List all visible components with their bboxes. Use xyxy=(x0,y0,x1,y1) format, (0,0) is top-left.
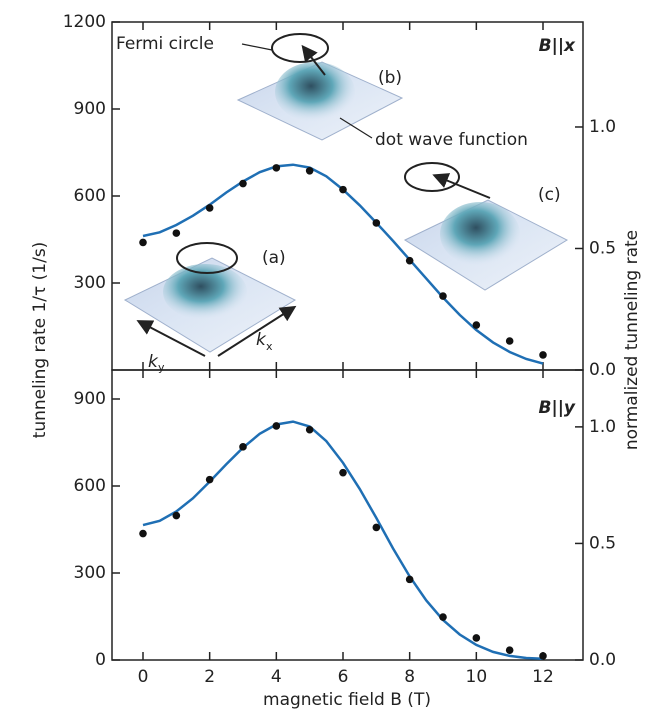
y-tick-label: 600 xyxy=(74,476,106,496)
data-point xyxy=(539,652,547,660)
annotation: k xyxy=(148,352,159,372)
y-tick-label: 900 xyxy=(74,389,106,409)
y2-tick-label: 1.0 xyxy=(589,117,616,137)
data-point xyxy=(139,238,147,247)
data-point xyxy=(472,634,481,642)
data-point xyxy=(272,422,281,430)
data-point xyxy=(439,292,447,300)
y2-tick-label: 0.0 xyxy=(589,650,616,670)
data-point xyxy=(205,204,214,212)
x-tick-label: 4 xyxy=(271,667,282,687)
x-tick-label: 2 xyxy=(204,667,215,687)
x-tick-label: 8 xyxy=(404,667,415,687)
data-point xyxy=(239,179,247,188)
data-point xyxy=(305,166,314,175)
x-tick-label: 12 xyxy=(532,667,554,687)
data-point xyxy=(372,219,381,227)
annotation: Fermi circle xyxy=(116,34,214,54)
data-point xyxy=(405,575,414,584)
y2-tick-label: 0.5 xyxy=(589,533,616,553)
y2-tick-label: 0.0 xyxy=(589,360,616,380)
panel: 0 300 600 900 0.0 0.5 1.0 0 2 4 6 8 10 12 xyxy=(74,369,616,687)
annotation: (c) xyxy=(538,185,561,205)
panel-label: B||x xyxy=(539,36,576,56)
data-point xyxy=(505,337,514,345)
annotation: y xyxy=(158,361,165,374)
annotation: x xyxy=(266,340,273,353)
data-point xyxy=(539,351,547,359)
panel-label: B||y xyxy=(539,398,576,418)
x-axis-title: magnetic field B (T) xyxy=(263,690,431,710)
panel: 300 600 900 1200 0.0 0.5 1.0 xyxy=(63,12,616,380)
y-axis-title: tunneling rate 1/τ (1/s) xyxy=(30,242,50,439)
y-tick-label: 600 xyxy=(74,186,106,206)
data-point xyxy=(172,229,181,237)
data-point xyxy=(372,523,381,532)
data-point xyxy=(339,468,347,477)
y-tick-label: 300 xyxy=(74,273,106,293)
data-point xyxy=(405,256,414,265)
annotation: (a) xyxy=(262,248,286,268)
x-tick-label: 10 xyxy=(466,667,488,687)
data-point xyxy=(272,164,281,172)
data-point xyxy=(305,425,314,434)
annotation: dot wave function xyxy=(375,130,528,150)
inset-c xyxy=(403,162,569,291)
y2-axis-title: normalized tunneling rate xyxy=(622,230,642,450)
y-tick-label: 1200 xyxy=(63,12,106,32)
data-point xyxy=(339,185,347,194)
inset-b xyxy=(236,33,404,141)
data-point xyxy=(139,529,147,538)
data-point xyxy=(172,511,181,520)
plot-frame xyxy=(111,369,584,661)
y2-tick-label: 1.0 xyxy=(589,417,616,437)
y-tick-label: 0 xyxy=(95,650,106,670)
annotation: k xyxy=(256,330,267,350)
data-point xyxy=(505,646,514,654)
x-tick-label: 6 xyxy=(338,667,349,687)
data-point xyxy=(205,475,214,484)
y-tick-label: 300 xyxy=(74,563,106,583)
data-point xyxy=(239,443,247,451)
inset-a xyxy=(123,242,297,357)
annotation: (b) xyxy=(378,68,402,88)
y2-tick-label: 0.5 xyxy=(589,238,616,258)
data-point xyxy=(472,321,481,329)
fit-line xyxy=(142,420,544,661)
data-point xyxy=(439,613,447,621)
y-tick-label: 900 xyxy=(74,99,106,119)
x-tick-label: 0 xyxy=(138,667,149,687)
